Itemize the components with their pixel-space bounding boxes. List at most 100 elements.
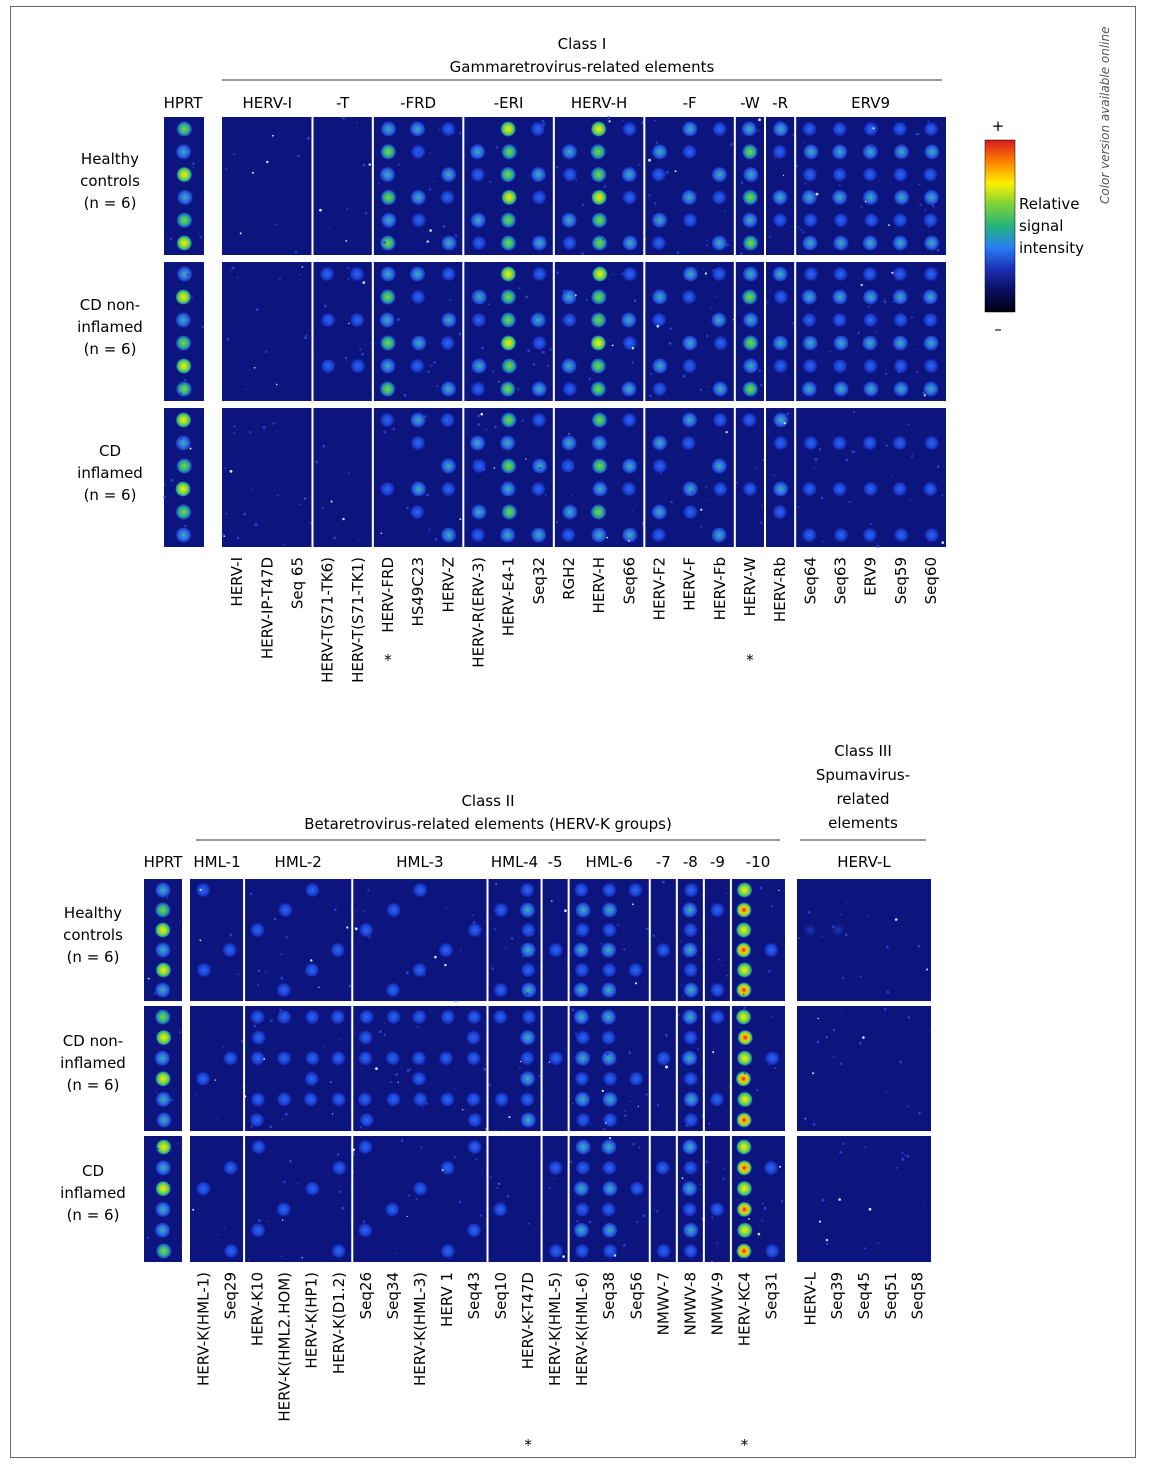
panel1-array-spot (591, 289, 607, 305)
panel1-array-speckle (724, 210, 726, 213)
panel2-hprt-speckle (146, 1236, 150, 1240)
panel2-array-speckle (493, 928, 496, 931)
panel2-array-speckle (354, 927, 358, 931)
panel1-array-spot (500, 527, 516, 543)
panel1-class-title: Class I (558, 35, 607, 53)
panel2-array-spot (277, 1092, 292, 1107)
panel2-column-label: Seq38 (600, 1272, 618, 1319)
panel1-column-label: Seq 65 (288, 557, 306, 609)
panel2-group-label: HML-3 (396, 853, 443, 871)
panel2-array-speckle (330, 1081, 332, 1083)
panel2-array-spot (466, 1092, 481, 1107)
panel1-array-speckle (344, 356, 348, 360)
panel1-array-spot (711, 527, 727, 543)
panel1-array-speckle (549, 348, 552, 351)
panel2-array-speckle (332, 1113, 334, 1115)
panel2-array-speckle (249, 892, 253, 896)
panel2-array-speckle (280, 953, 283, 956)
panel1-array-spot (803, 359, 818, 373)
panel2-array-speckle (761, 1202, 765, 1205)
row-label-line: (n = 6) (84, 194, 137, 212)
panel1-array-speckle (797, 506, 800, 508)
class3-array-speckle (921, 941, 923, 943)
row-label-line: (n = 6) (67, 948, 120, 966)
panel1-array-spot (834, 213, 848, 228)
panel2-array-spot (656, 943, 671, 957)
panel2-array-speckle (612, 1184, 615, 1187)
panel2-array-speckle (460, 949, 462, 952)
panel2-column-label: HERV-KC4 (735, 1272, 753, 1346)
panel2-array-spot (683, 1160, 698, 1175)
class3-array-speckle (906, 1154, 909, 1158)
panel1-array-speckle (254, 523, 258, 527)
panel1-array-spot (651, 236, 666, 250)
class3-array-speckle (812, 1072, 815, 1075)
panel1-array-speckle (929, 315, 931, 318)
panel2-array-spot (736, 982, 752, 998)
panel1-array-speckle (783, 422, 786, 425)
panel1-array-speckle (854, 450, 856, 453)
panel2-array-spot (303, 1092, 318, 1107)
row-label-line: (n = 6) (84, 486, 137, 504)
panel2-array-speckle (682, 995, 684, 997)
panel2-array-speckle (269, 1019, 273, 1023)
panel1-array-spot (651, 167, 666, 182)
panel1-array-spot (622, 122, 637, 136)
panel2-array-spot (602, 923, 617, 937)
panel1-array-spot (591, 189, 607, 205)
panel1-array-speckle (740, 181, 744, 184)
panel1-array-spot (410, 412, 426, 428)
panel1-array-speckle (307, 136, 310, 140)
panel1-array-speckle (345, 303, 348, 305)
class3-array-speckle (907, 1016, 911, 1019)
panel2-array-speckle (780, 1200, 784, 1203)
panel2-hprt-speckle (156, 1147, 159, 1151)
panel1-array-speckle (870, 522, 873, 525)
panel1-array-speckle (544, 494, 547, 496)
panel1-array-speckle (429, 152, 431, 154)
panel2-array-speckle (613, 1254, 617, 1257)
panel2-array-spot (331, 1051, 346, 1066)
panel1-array-spot (742, 189, 758, 205)
panel1-array-spot (591, 212, 607, 228)
row-label-line: inflamed (77, 464, 143, 482)
panel1-array-spot (380, 335, 396, 351)
panel2-hprt-spot (154, 1050, 170, 1066)
class3-array-speckle (839, 1150, 842, 1154)
panel1-array-spot (562, 313, 577, 327)
panel2-array-speckle (644, 981, 646, 983)
panel2-array-spot (628, 883, 643, 897)
panel2-array-speckle (222, 1046, 225, 1048)
panel2-array-speckle (757, 1232, 761, 1236)
panel1-array-spot (592, 481, 608, 497)
panel2-array-spot (548, 943, 563, 957)
panel2-array-speckle (199, 939, 202, 942)
panel2-array-spot (737, 882, 752, 898)
panel1-array-spot (832, 144, 848, 160)
panel1-array-spot (772, 189, 788, 205)
panel1-array-speckle (761, 504, 763, 507)
panel2-array-speckle (548, 1061, 551, 1063)
panel2-column-label: Seq10 (492, 1272, 510, 1319)
panel2-array-spot (682, 1202, 697, 1217)
panel1-array-spot (380, 289, 396, 305)
panel1-array-spot (472, 236, 486, 250)
panel1-array-speckle (682, 374, 686, 378)
panel1-array-spot (742, 289, 758, 305)
panel1-array-spot (561, 358, 577, 374)
panel2-group-label: -7 (656, 853, 671, 871)
panel2-array-speckle (576, 1220, 579, 1223)
panel2-array-spot (305, 883, 320, 897)
panel2-array-spot (358, 1030, 373, 1045)
panel1-array-speckle (348, 472, 350, 474)
panel1-array-spot (591, 167, 607, 183)
panel1-array-spot (622, 336, 637, 350)
panel1-hprt-speckle (191, 296, 193, 299)
panel2-column-label: NMWV-8 (681, 1272, 699, 1335)
panel1-array-speckle (313, 354, 315, 356)
panel2-hprt-spot (155, 1160, 171, 1176)
panel2-array-speckle (680, 940, 682, 942)
panel1-array-speckle (868, 514, 870, 516)
panel1-array-spot (562, 167, 577, 182)
panel2-array-spot (359, 1113, 374, 1127)
